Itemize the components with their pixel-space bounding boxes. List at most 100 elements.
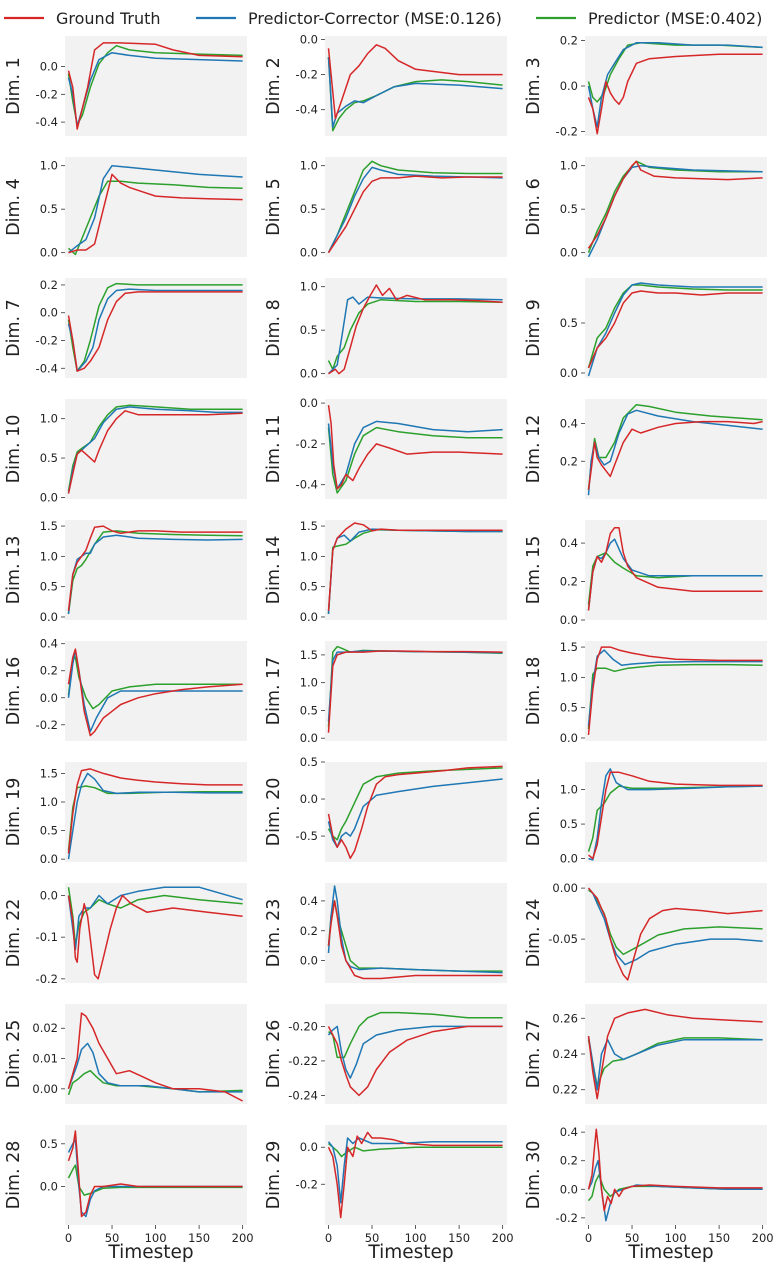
series-line-ground-truth xyxy=(67,42,243,130)
y-tick-label: 0.5 xyxy=(300,703,318,717)
series-line-ground-truth xyxy=(327,175,503,254)
y-tick-label: 1.5 xyxy=(40,519,58,533)
panel-dim-3: 0.2 0.0 -0.2 Dim. 3 xyxy=(524,34,767,138)
y-axis-label: Dim. 2 xyxy=(264,57,284,115)
y-axis-label: Dim. 17 xyxy=(264,657,284,726)
y-tick-label: 0.0 xyxy=(560,613,578,627)
legend-label-2: Predictor-Corrector (MSE:0.126) xyxy=(248,9,502,28)
series-line-ground-truth xyxy=(587,1008,763,1100)
x-tick-label: 200 xyxy=(232,1231,254,1245)
y-tick-label: 0.0 xyxy=(40,60,58,74)
series-line-ground-truth xyxy=(588,771,763,860)
y-tick-label: 0.4 xyxy=(560,1125,578,1139)
y-tick-label: 0.2 xyxy=(40,278,58,292)
series-line-ground-truth xyxy=(67,648,243,737)
x-tick-label: 100 xyxy=(145,1231,167,1245)
y-tick-label: 0.5 xyxy=(40,824,58,838)
y-tick-label: 0.4 xyxy=(560,417,578,431)
y-tick-label: -0.1 xyxy=(36,930,58,944)
panel-dim-19: 1.5 1.0 0.5 0.0 Dim. 19 xyxy=(4,762,247,866)
x-tick-label: 200 xyxy=(492,1231,514,1245)
y-tick-label: 1.5 xyxy=(40,766,58,780)
x-tick-label: 150 xyxy=(708,1231,730,1245)
series-line-ground-truth xyxy=(327,522,503,611)
panel-dim-20: 0.5 0.0 -0.5 Dim. 20 xyxy=(264,755,507,862)
y-axis-label: Dim. 4 xyxy=(4,178,24,236)
plot-area xyxy=(325,883,507,983)
y-tick-label: -0.24 xyxy=(288,1088,318,1102)
series-line-predictor xyxy=(67,1164,243,1196)
series-line-predictor-corrector xyxy=(327,296,503,375)
y-tick-label: 0.2 xyxy=(300,924,318,938)
y-tick-label: 0.2 xyxy=(560,1154,578,1168)
y-tick-label: -0.4 xyxy=(36,361,58,375)
y-tick-label: -0.5 xyxy=(296,829,318,843)
series-line-predictor-corrector xyxy=(587,42,763,128)
plot-area xyxy=(585,1004,767,1104)
series-line-ground-truth xyxy=(587,53,763,135)
panel-dim-5: 1.0 0.5 0.0 Dim. 5 xyxy=(264,157,507,260)
series-line-ground-truth xyxy=(327,900,503,980)
y-tick-label: 0.0 xyxy=(560,79,578,93)
y-tick-label: 0.4 xyxy=(40,637,58,651)
y-axis-label: Dim. 21 xyxy=(524,778,544,847)
series-line-ground-truth xyxy=(67,768,243,854)
plot-area xyxy=(325,399,507,499)
y-tick-label: -0.20 xyxy=(288,1019,318,1033)
y-axis-label: Dim. 29 xyxy=(264,1141,284,1210)
y-tick-label: 1.0 xyxy=(300,159,318,173)
y-tick-label: 0.4 xyxy=(300,894,318,908)
panel-dim-11: 0.0 -0.2 -0.4 Dim. 11 xyxy=(264,396,507,499)
y-tick-label: -0.4 xyxy=(296,478,318,492)
x-tick-label: 50 xyxy=(105,1231,120,1245)
y-tick-label: 0.0 xyxy=(300,954,318,968)
x-tick-label: 150 xyxy=(448,1231,470,1245)
x-axis-label: Timestep xyxy=(367,1242,453,1263)
panel-dim-4: 1.0 0.5 0.0 Dim. 4 xyxy=(4,157,247,260)
series-line-predictor xyxy=(67,530,243,614)
y-axis-label: Dim. 24 xyxy=(524,899,544,968)
panel-dim-13: 1.5 1.0 0.5 0.0 Dim. 13 xyxy=(4,519,247,624)
y-tick-label: 1.5 xyxy=(560,640,578,654)
legend-label-1: Ground Truth xyxy=(56,9,161,28)
y-tick-label: 1.0 xyxy=(40,795,58,809)
y-tick-label: 0.24 xyxy=(552,1047,578,1061)
y-tick-label: 0.5 xyxy=(40,202,58,216)
y-tick-label: 1.0 xyxy=(40,159,58,173)
y-axis-label: Dim. 28 xyxy=(4,1141,24,1210)
y-tick-label: 0.5 xyxy=(560,202,578,216)
y-tick-label: 0.5 xyxy=(300,323,318,337)
y-axis-label: Dim. 19 xyxy=(4,778,24,847)
y-tick-label: 1.5 xyxy=(300,519,318,533)
y-axis-label: Dim. 15 xyxy=(524,536,544,605)
plot-area xyxy=(65,1004,247,1104)
y-axis-label: Dim. 7 xyxy=(4,299,24,357)
panel-dim-6: 1.0 0.5 0.0 Dim. 6 xyxy=(524,157,767,260)
plot-area xyxy=(325,1004,507,1104)
y-axis-label: Dim. 12 xyxy=(524,415,544,484)
series-line-ground-truth xyxy=(67,410,243,494)
y-tick-label: 1.0 xyxy=(560,783,578,797)
panel-dim-21: 1.0 0.5 0.0 Dim. 21 xyxy=(524,762,767,866)
panel-dim-26: -0.20 -0.22 -0.24 Dim. 26 xyxy=(264,1004,507,1104)
plot-area xyxy=(325,641,507,741)
y-axis-label: Dim. 10 xyxy=(4,415,24,484)
series-line-ground-truth xyxy=(587,290,763,369)
plot-area xyxy=(325,520,507,620)
panel-dim-22: 0.0 -0.1 -0.2 Dim. 22 xyxy=(4,883,247,986)
panel-dim-2: 0.0 -0.2 -0.4 Dim. 2 xyxy=(264,33,507,136)
series-line-predictor-corrector xyxy=(327,166,503,254)
y-tick-label: -0.2 xyxy=(556,124,578,138)
panel-dim-28: 0.5 0.0 Dim. 28 0 50 100 150 200 xyxy=(4,1125,254,1245)
panel-dim-15: 0.4 0.2 0.0 Dim. 15 xyxy=(524,520,767,627)
plot-area xyxy=(585,762,767,862)
panel-dim-27: 0.26 0.24 0.22 Dim. 27 xyxy=(524,1004,767,1104)
y-tick-label: 1.0 xyxy=(560,670,578,684)
plot-area xyxy=(585,36,767,136)
series-line-predictor xyxy=(327,160,503,254)
y-tick-label: 0.5 xyxy=(40,580,58,594)
series-line-ground-truth xyxy=(67,894,243,980)
y-tick-label: 1.0 xyxy=(300,676,318,690)
plot-area xyxy=(325,762,507,862)
series-line-predictor xyxy=(67,656,243,710)
